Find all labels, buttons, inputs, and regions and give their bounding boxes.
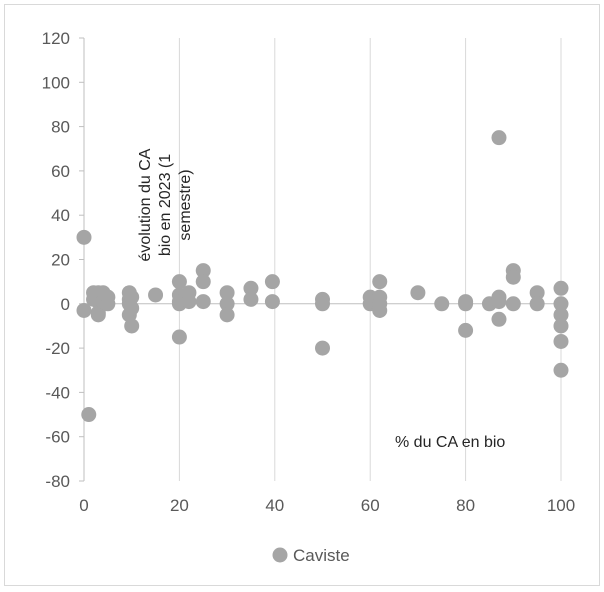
data-point-47: [372, 302, 388, 318]
y-tick-label--20: -20: [45, 339, 70, 358]
data-point-44: [372, 274, 388, 290]
data-point-68: [553, 362, 569, 378]
data-point-39: [315, 296, 330, 312]
data-points: [76, 130, 569, 423]
y-axis-annotation: évolution du CA bio en 2023 (1 semestre): [137, 148, 194, 261]
legend-label-caviste: Caviste: [293, 546, 350, 565]
data-point-19: [124, 318, 140, 334]
data-point-32: [219, 296, 235, 312]
data-point-21: [171, 274, 187, 290]
y-annotation-line-0: évolution du CA: [137, 148, 154, 261]
x-tick-label-60: 60: [361, 496, 380, 515]
x-tick-label-40: 40: [265, 496, 284, 515]
data-point-2: [81, 407, 97, 423]
data-point-18: [124, 300, 140, 316]
y-tick-label-20: 20: [51, 251, 70, 270]
data-point-17: [124, 289, 140, 305]
legend: Caviste: [272, 546, 350, 565]
data-point-1: [76, 302, 92, 318]
x-tick-label-0: 0: [79, 496, 88, 515]
y-annotation-line-1: bio en 2023 (1: [157, 154, 174, 256]
y-tick-label-60: 60: [51, 162, 70, 181]
x-tick-label-20: 20: [170, 496, 189, 515]
data-point-8: [90, 307, 106, 323]
data-point-36: [264, 274, 280, 290]
y-tick-label-120: 120: [42, 29, 70, 48]
data-point-51: [458, 296, 474, 312]
y-tick-label-80: 80: [51, 118, 70, 137]
data-point-56: [491, 294, 507, 310]
data-point-25: [171, 329, 187, 345]
y-annotation-line-2: semestre): [177, 169, 194, 240]
grid-lines: [178, 38, 562, 481]
data-point-40: [315, 340, 330, 356]
data-point-0: [76, 229, 92, 245]
y-tick-label--60: -60: [45, 428, 70, 447]
data-point-35: [243, 291, 259, 307]
y-tick-label-40: 40: [51, 206, 70, 225]
x-axis-annotation: % du CA en bio: [395, 434, 505, 451]
data-point-60: [505, 296, 521, 312]
data-point-61: [529, 285, 545, 301]
y-tick-label--80: -80: [45, 472, 70, 491]
data-point-34: [243, 280, 259, 296]
data-point-62: [529, 296, 545, 312]
data-point-37: [264, 294, 280, 310]
y-tick-label--40: -40: [45, 383, 70, 402]
data-point-28: [195, 263, 211, 279]
y-tick-label-100: 100: [42, 73, 70, 92]
data-point-49: [434, 296, 450, 312]
data-point-48: [410, 285, 426, 301]
data-point-30: [195, 294, 211, 310]
x-tick-label-100: 100: [547, 496, 575, 515]
y-tick-label-0: 0: [61, 295, 70, 314]
data-point-20: [148, 287, 164, 303]
x-tick-label-80: 80: [456, 496, 475, 515]
data-point-64: [553, 296, 569, 312]
data-point-52: [458, 322, 474, 338]
data-point-33: [219, 307, 235, 323]
chart-frame: 120 100 80 60 40 20 0 -20 -40 -60 -80 0 20 40 60 80 100 …: [4, 4, 600, 586]
data-point-66: [553, 318, 569, 334]
legend-marker-caviste: [272, 547, 288, 563]
data-point-27: [181, 294, 197, 310]
data-point-59: [505, 269, 521, 285]
data-point-63: [553, 280, 569, 296]
data-point-57: [491, 311, 507, 327]
data-point-65: [553, 307, 569, 323]
data-point-29: [195, 274, 211, 290]
data-point-54: [491, 130, 507, 146]
data-point-12: [100, 296, 116, 312]
tick-labels: 120 100 80 60 40 20 0 -20 -40 -60 -80 0 20 40 60 80 100: [42, 29, 576, 515]
data-point-31: [219, 285, 235, 301]
data-point-67: [553, 333, 569, 349]
